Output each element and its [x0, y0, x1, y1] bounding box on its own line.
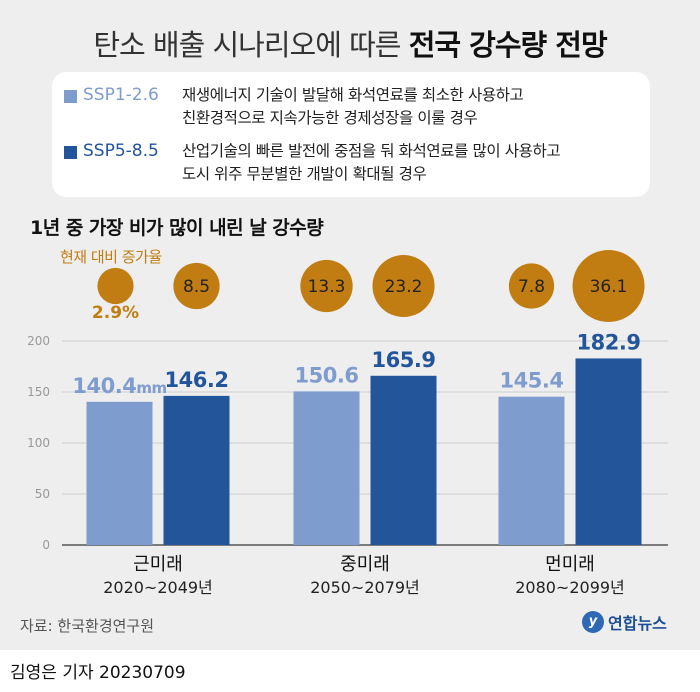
title-bold: 전국 강수량 전망 — [408, 28, 608, 62]
rate-label: 7.8 — [518, 277, 545, 297]
y-tick-label: 150 — [27, 385, 50, 399]
rate-bubble — [572, 250, 645, 322]
y-tick-label: 50 — [35, 487, 50, 501]
infographic-card: 탄소 배출 시나리오에 따른 전국 강수량 전망 SSP1-2.6 재생에너지 … — [0, 0, 700, 650]
rate-caption: 현재 대비 증가율 — [60, 248, 162, 266]
bar-value-label: 146.2 — [165, 368, 229, 392]
rate-bubble — [372, 254, 435, 318]
legend-swatch-ssp126 — [64, 90, 77, 103]
bar — [575, 358, 642, 545]
category-period-label: 2080~2099년 — [515, 578, 625, 597]
rate-label: 2.9% — [92, 303, 139, 323]
logo-icon: y — [582, 611, 604, 633]
bar — [86, 401, 153, 545]
legend-item-ssp126: SSP1-2.6 재생에너지 기술이 발달해 화석연료를 최소한 사용하고 친환… — [64, 84, 524, 130]
legend-name-ssp585: SSP5-8.5 — [83, 141, 159, 161]
bar — [293, 391, 360, 545]
rate-bubble — [300, 259, 353, 313]
legend-box: SSP1-2.6 재생에너지 기술이 발달해 화석연료를 최소한 사용하고 친환… — [52, 72, 650, 197]
chart-subtitle: 1년 중 가장 비가 많이 내린 날 강수량 — [30, 217, 324, 239]
bar — [163, 395, 230, 545]
rate-bubble — [173, 262, 220, 310]
page-title: 탄소 배출 시나리오에 따른 전국 강수량 전망 — [0, 22, 700, 64]
bar — [370, 375, 437, 545]
y-tick-label: 200 — [27, 334, 50, 348]
logo-text: 연합뉴스 — [608, 614, 667, 633]
yonhap-logo: y 연합뉴스 — [582, 610, 667, 634]
unit-label: mm — [136, 379, 166, 397]
category-label: 근미래 — [133, 554, 183, 575]
y-tick-label: 100 — [27, 436, 50, 450]
rate-label: 36.1 — [590, 277, 628, 297]
rate-bubble — [97, 267, 134, 305]
bar-value-label: 145.4 — [500, 369, 564, 393]
bar-value-label: 140.4mm — [72, 374, 166, 398]
bar-chart: 0 50 100 150 200 140.4mm 2.9% 146.2 8.5 근미래 2020~2… — [27, 250, 668, 597]
bar-value-label: 182.9 — [577, 330, 641, 354]
category-period-label: 2020~2049년 — [103, 578, 213, 597]
rate-label: 23.2 — [385, 277, 423, 297]
category-label: 중미래 — [340, 554, 390, 575]
legend-swatch-ssp585 — [64, 146, 77, 159]
title-prefix: 탄소 배출 시나리오에 따른 — [93, 28, 401, 62]
rate-bubble — [508, 263, 555, 309]
y-tick-label: 0 — [42, 538, 50, 552]
legend-desc-ssp126: 재생에너지 기술이 발달해 화석연료를 최소한 사용하고 친환경적으로 지속가능… — [182, 86, 524, 127]
legend-desc-ssp585: 산업기술의 빠른 발전에 중점을 둬 화석연료를 많이 사용하고 도시 위주 무… — [182, 142, 561, 183]
rate-label: 13.3 — [308, 277, 346, 297]
rate-label: 8.5 — [183, 277, 210, 297]
legend-name-ssp126: SSP1-2.6 — [83, 85, 159, 105]
bar-value-label: 165.9 — [372, 348, 436, 372]
category-label: 먼미래 — [545, 554, 595, 575]
legend-item-ssp585: SSP5-8.5 산업기술의 빠른 발전에 중점을 둬 화석연료를 많이 사용하… — [64, 140, 561, 186]
byline: 김영은 기자 20230709 — [10, 663, 186, 683]
source-note: 자료: 한국환경연구원 — [20, 617, 155, 635]
bar — [498, 396, 565, 545]
bar-value-label: 150.6 — [295, 363, 359, 387]
category-period-label: 2050~2079년 — [310, 578, 420, 597]
